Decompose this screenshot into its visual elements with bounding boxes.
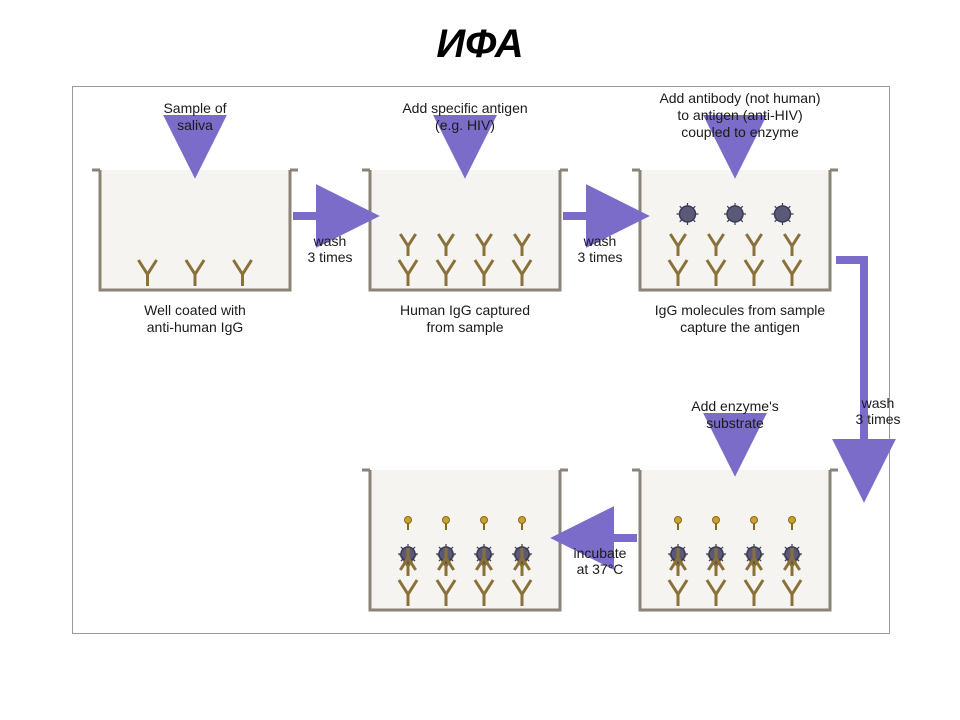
arrow-3-4-label: wash3 times <box>843 395 913 427</box>
step2-top-label: Add specific antigen(e.g. HIV) <box>350 100 580 134</box>
arrow-2-3-label: wash3 times <box>563 233 637 265</box>
step1-top-label: Sample ofsaliva <box>100 100 290 134</box>
step3-top-label: Add antibody (not human)to antigen (anti… <box>610 90 870 140</box>
arrow-1-2-label: wash3 times <box>293 233 367 265</box>
step2-caption: Human IgG capturedfrom sample <box>370 302 560 336</box>
arrow-4-5-label: incubateat 37°C <box>560 545 640 577</box>
step1-caption: Well coated withanti-human IgG <box>100 302 290 336</box>
page-root: ИФА Sample ofsaliva Add specific antigen… <box>0 0 960 720</box>
step3-caption: IgG molecules from samplecapture the ant… <box>620 302 860 336</box>
step4-top-label: Add enzyme'ssubstrate <box>640 398 830 432</box>
